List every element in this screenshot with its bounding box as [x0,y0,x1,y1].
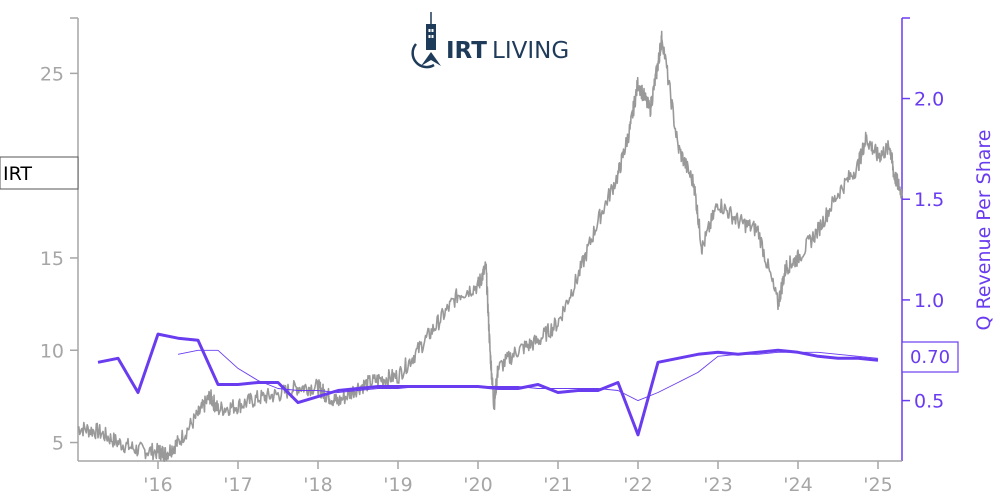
ticker-box: IRT [0,156,79,190]
right-tick-label: 1.5 [914,189,944,211]
x-axis: '16 '17 '18 '19 '20 '21 '22 '23 '24 '25 [78,460,902,496]
left-axis: 5 10 15 25 [40,17,79,461]
x-tick-label: '20 [463,474,492,496]
series-line-revenue-average [177,349,879,402]
right-axis-title: Q Revenue Per Share [973,130,995,331]
last-value-badge: 0.70 [901,341,959,373]
left-tick-label: 15 [40,248,64,270]
irt-living-logo: IRT LIVING [411,12,569,69]
x-tick-label: '25 [863,474,892,496]
left-tick-label: 10 [40,340,64,362]
x-tick-label: '23 [703,474,732,496]
series-layer [77,30,903,462]
logo-brand-bold: IRT [446,38,487,64]
x-tick-label: '21 [543,474,572,496]
right-axis: 0.5 1.0 1.5 2.0 [901,17,944,461]
x-tick-label: '18 [303,474,332,496]
x-tick-label: '22 [623,474,652,496]
x-tick-label: '24 [783,474,812,496]
last-value-text: 0.70 [910,347,950,368]
right-tick-label: 2.0 [914,89,944,111]
logo-brand-light: LIVING [492,38,569,64]
left-tick-label: 5 [52,433,64,455]
series-line-price [77,30,903,462]
left-tick-label: 25 [40,63,64,85]
ticker-label: IRT [3,163,32,185]
x-tick-label: '16 [143,474,172,496]
x-tick-label: '17 [223,474,252,496]
x-tick-label: '19 [383,474,412,496]
series-line-revenue [97,332,879,437]
right-tick-label: 0.5 [914,391,944,413]
right-tick-label: 1.0 [914,290,944,312]
building-icon [411,12,441,69]
